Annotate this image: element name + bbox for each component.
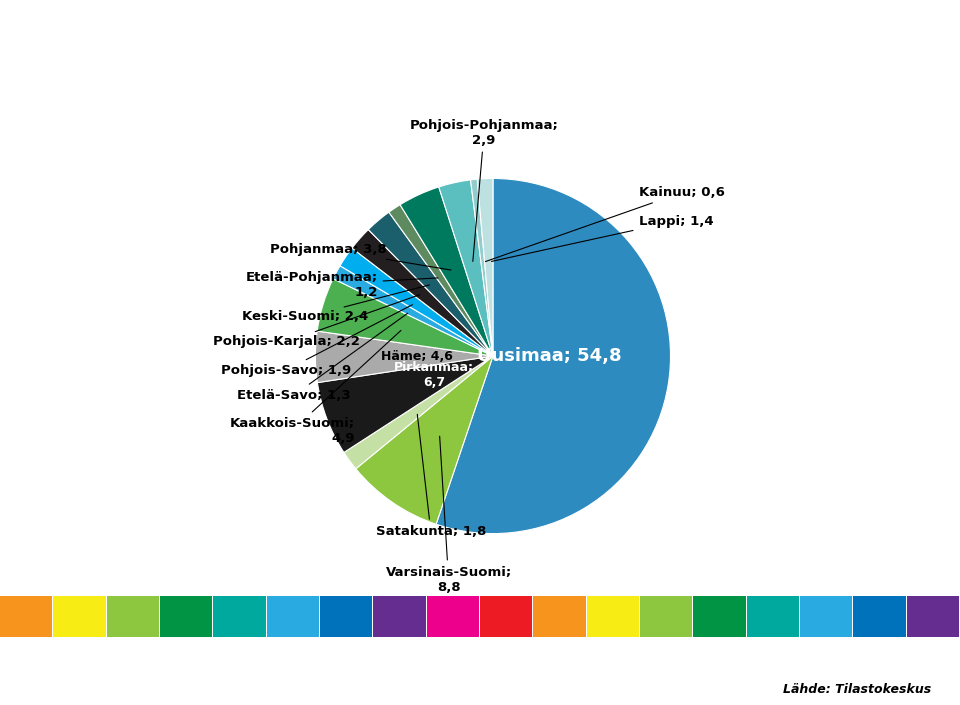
Text: Pirkanmaa;
6,7: Pirkanmaa; 6,7 [395,361,474,389]
FancyBboxPatch shape [54,596,106,637]
Text: ARBETS- OCH NÄRINGSMINISTERIET: ARBETS- OCH NÄRINGSMINISTERIET [287,672,443,681]
FancyBboxPatch shape [534,596,586,637]
Text: Pohjois-Pohjanmaa;
2,9: Pohjois-Pohjanmaa; 2,9 [410,118,559,262]
FancyBboxPatch shape [640,596,692,637]
FancyBboxPatch shape [0,596,53,637]
Text: Etelä-Savo; 1,3: Etelä-Savo; 1,3 [237,313,408,402]
FancyBboxPatch shape [480,596,533,637]
Text: Lähde: Tilastokeskus: Lähde: Tilastokeskus [783,683,931,697]
Text: Pohjois-Savo; 1,9: Pohjois-Savo; 1,9 [221,305,413,376]
Text: MINISTRY OF EMPLOYMENT AND THE ECONOMY: MINISTRY OF EMPLOYMENT AND THE ECONOMY [262,687,468,697]
Text: Maahanmuuttajat keskittyvät Uudellemaalle: Maahanmuuttajat keskittyvät Uudellemaall… [26,20,934,55]
FancyBboxPatch shape [853,596,905,637]
Text: Häme; 4,6: Häme; 4,6 [381,350,452,363]
Text: Kainuu; 0,6: Kainuu; 0,6 [486,186,725,262]
FancyBboxPatch shape [213,596,266,637]
FancyBboxPatch shape [267,596,319,637]
Wedge shape [340,248,492,356]
Text: Kaakkois-Suomi;
4,9: Kaakkois-Suomi; 4,9 [229,331,401,445]
Wedge shape [344,356,492,469]
FancyBboxPatch shape [107,596,159,637]
FancyBboxPatch shape [693,596,746,637]
Wedge shape [389,204,492,356]
FancyBboxPatch shape [747,596,799,637]
Wedge shape [356,356,492,525]
Text: Pohjois-Karjala; 2,2: Pohjois-Karjala; 2,2 [213,295,420,348]
FancyBboxPatch shape [906,596,959,637]
FancyBboxPatch shape [160,596,212,637]
Text: Keski-Suomi; 2,4: Keski-Suomi; 2,4 [243,285,429,324]
Text: Lappi; 1,4: Lappi; 1,4 [492,214,713,262]
Wedge shape [316,331,492,383]
Wedge shape [477,178,492,356]
Wedge shape [436,178,670,534]
Text: Etelä-Pohjanmaa;
1,2: Etelä-Pohjanmaa; 1,2 [246,271,438,299]
Text: Uusimaa; 54,8: Uusimaa; 54,8 [477,347,622,365]
Wedge shape [317,278,492,356]
Text: Satakunta; 1,8: Satakunta; 1,8 [375,415,486,538]
Text: TYÖ- JA ELINKEINOMINISTERIÖ: TYÖ- JA ELINKEINOMINISTERIÖ [299,656,431,666]
Text: Pohjanmaa; 3,8: Pohjanmaa; 3,8 [270,243,451,270]
Wedge shape [352,230,492,356]
Wedge shape [400,187,492,356]
FancyBboxPatch shape [800,596,852,637]
Wedge shape [470,179,492,356]
Wedge shape [439,180,492,356]
Text: Varsinais-Suomi;
8,8: Varsinais-Suomi; 8,8 [386,436,512,594]
FancyBboxPatch shape [320,596,372,637]
FancyBboxPatch shape [587,596,639,637]
Wedge shape [333,266,492,356]
FancyBboxPatch shape [373,596,425,637]
FancyBboxPatch shape [426,596,479,637]
Wedge shape [369,212,492,356]
Text: Vieraskielisen väestön osuus (%) maakunnittain (N=287218),  2013: Vieraskielisen väestön osuus (%) maakunn… [197,87,763,104]
Wedge shape [318,356,492,453]
